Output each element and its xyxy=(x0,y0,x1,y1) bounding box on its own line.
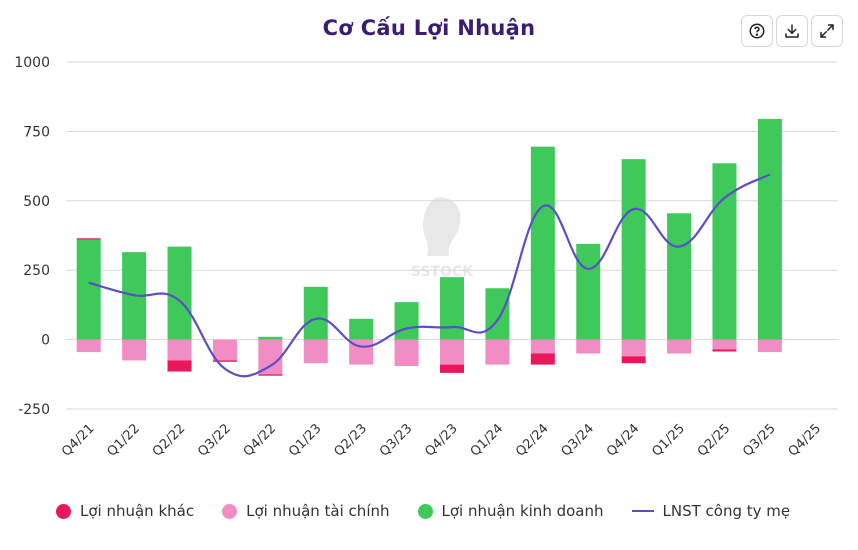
bar-lợi-nhuận-kinh-doanh xyxy=(576,243,601,340)
x-tick-label: Q1/22 xyxy=(104,421,142,459)
bar-lợi-nhuận-tài-chính xyxy=(621,339,646,357)
legend-label: Lợi nhuận kinh doanh xyxy=(441,502,604,520)
legend-dot-swatch xyxy=(417,503,433,519)
bar-lợi-nhuận-tài-chính xyxy=(258,339,283,375)
x-tick-label: Q2/23 xyxy=(332,421,370,459)
bar-lợi-nhuận-tài-chính xyxy=(530,339,555,354)
legend-item[interactable]: Lợi nhuận tài chính xyxy=(222,502,390,520)
x-tick-label: Q3/25 xyxy=(740,421,778,459)
svg-text:SSTOCK: SSTOCK xyxy=(411,264,474,280)
bar-lợi-nhuận-kinh-doanh xyxy=(167,246,192,340)
x-tick-label: Q4/24 xyxy=(604,421,642,459)
bar-lợi-nhuận-khác xyxy=(212,360,237,362)
x-tick-label: Q1/24 xyxy=(468,421,506,459)
bar-lợi-nhuận-tài-chính xyxy=(122,339,147,361)
download-icon xyxy=(785,24,799,38)
chart-legend: Lợi nhuận khác Lợi nhuận tài chính Lợi nhu… xyxy=(56,502,818,520)
legend-label: LNST công ty mẹ xyxy=(662,502,791,520)
x-tick-label: Q2/24 xyxy=(513,421,551,459)
bar-lợi-nhuận-tài-chính xyxy=(485,339,510,365)
x-tick-label: Q3/24 xyxy=(559,421,597,459)
x-tick-label: Q4/21 xyxy=(59,421,97,459)
expand-icon xyxy=(820,24,834,38)
x-tick-label: Q4/23 xyxy=(422,421,460,459)
legend-line-swatch xyxy=(631,510,654,512)
bar-lợi-nhuận-tài-chính xyxy=(757,339,782,353)
bar-lợi-nhuận-kinh-doanh xyxy=(621,159,646,340)
legend-item[interactable]: Lợi nhuận khác xyxy=(56,502,194,520)
bar-lợi-nhuận-tài-chính xyxy=(394,339,419,366)
x-tick-label: Q3/23 xyxy=(377,421,415,459)
bar-lợi-nhuận-kinh-doanh xyxy=(485,288,510,340)
bar-lợi-nhuận-tài-chính xyxy=(303,339,328,364)
bar-lợi-nhuận-khác xyxy=(712,349,737,352)
x-tick-label: Q1/25 xyxy=(649,421,687,459)
bar-lợi-nhuận-kinh-doanh xyxy=(76,239,101,340)
help-button[interactable] xyxy=(741,15,773,47)
bar-lợi-nhuận-kinh-doanh xyxy=(757,118,782,340)
bar-lợi-nhuận-khác xyxy=(440,364,464,373)
legend-item[interactable]: LNST công ty mẹ xyxy=(631,502,791,520)
bar-lợi-nhuận-khác xyxy=(258,374,283,376)
y-tick-label: 1000 xyxy=(14,55,50,71)
bar-lợi-nhuận-khác xyxy=(621,356,646,364)
bar-lợi-nhuận-tài-chính xyxy=(440,339,464,365)
expand-button[interactable] xyxy=(811,15,843,47)
bar-lợi-nhuận-kinh-doanh xyxy=(440,277,464,340)
bar-lợi-nhuận-kinh-doanh xyxy=(303,286,328,340)
line-lnst-cong-ty-me xyxy=(88,173,771,378)
y-tick-label: 500 xyxy=(23,194,50,210)
sstock-watermark-logo: SSTOCK xyxy=(411,197,474,280)
bar-lợi-nhuận-tài-chính xyxy=(76,339,101,353)
y-tick-label: 250 xyxy=(23,263,50,279)
chart-title: Cơ Cấu Lợi Nhuận xyxy=(322,16,536,40)
x-tick-label: Q3/22 xyxy=(195,421,233,459)
x-tick-label: Q1/23 xyxy=(286,421,324,459)
y-tick-label: 0 xyxy=(41,333,50,349)
bar-lợi-nhuận-kinh-doanh xyxy=(258,336,283,340)
bar-lợi-nhuận-tài-chính xyxy=(667,339,692,354)
x-tick-label: Q4/25 xyxy=(786,421,824,459)
bar-lợi-nhuận-kinh-doanh xyxy=(667,213,692,340)
bar-lợi-nhuận-kinh-doanh xyxy=(712,163,737,340)
bar-lợi-nhuận-tài-chính xyxy=(167,339,192,361)
legend-label: Lợi nhuận tài chính xyxy=(246,502,390,520)
legend-dot-swatch xyxy=(56,503,71,519)
legend-item[interactable]: Lợi nhuận kinh doanh xyxy=(417,502,604,520)
x-tick-label: Q2/22 xyxy=(150,421,188,459)
y-tick-label: 750 xyxy=(23,124,50,140)
bar-lợi-nhuận-khác xyxy=(530,353,555,365)
bar-lợi-nhuận-kinh-doanh xyxy=(530,146,555,340)
bar-lợi-nhuận-tài-chính xyxy=(212,339,237,361)
x-tick-label: Q2/25 xyxy=(695,421,733,459)
x-tick-label: Q4/22 xyxy=(241,421,279,459)
question-circle-icon xyxy=(749,23,765,39)
bar-lợi-nhuận-khác xyxy=(76,238,101,240)
bar-lợi-nhuận-tài-chính xyxy=(712,339,737,350)
bar-lợi-nhuận-kinh-doanh xyxy=(394,302,419,340)
y-tick-label: -250 xyxy=(18,402,50,418)
legend-label: Lợi nhuận khác xyxy=(80,502,195,520)
bar-lợi-nhuận-tài-chính xyxy=(576,339,601,354)
download-button[interactable] xyxy=(776,15,808,47)
legend-dot-swatch xyxy=(222,503,238,519)
bar-lợi-nhuận-khác xyxy=(167,360,192,372)
bar-lợi-nhuận-kinh-doanh xyxy=(349,318,374,340)
